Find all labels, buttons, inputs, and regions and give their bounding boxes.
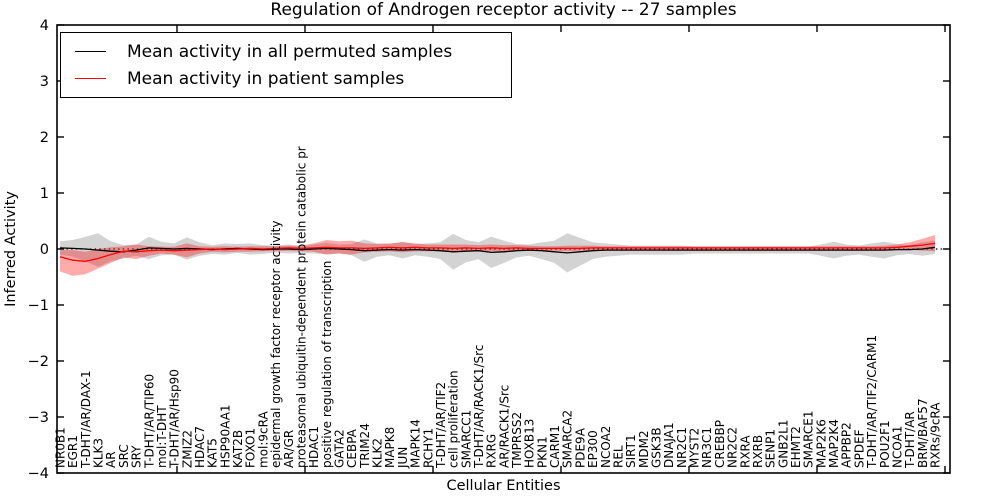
- x-tick-label: MAP2K6: [814, 419, 828, 468]
- x-tick-label: epidermal growth factor receptor activit…: [269, 221, 283, 468]
- x-tick-label: MAPK8: [383, 427, 397, 468]
- x-tick-label: mol:9cRA: [256, 411, 270, 468]
- y-tick-label: −2: [28, 354, 49, 370]
- x-tick-label: KAT2B: [231, 430, 245, 468]
- x-tick-label: T-DHT/AR/TIF2/CARM1: [865, 335, 879, 469]
- y-tick-label: −3: [28, 410, 49, 426]
- legend-label-permuted: Mean activity in all permuted samples: [127, 41, 453, 62]
- x-tick-label: GATA2: [333, 429, 347, 468]
- x-tick-label: SRC: [117, 444, 131, 468]
- x-tick-label: NR2C2: [726, 427, 740, 468]
- y-tick-label: 1: [40, 186, 49, 202]
- y-tick-label: 2: [40, 130, 49, 146]
- legend-line-patient-icon: [75, 78, 106, 79]
- y-tick-label: 4: [40, 18, 49, 34]
- legend-item-patient: Mean activity in patient samples: [75, 65, 511, 92]
- x-tick-label: T-DHT/AR: [903, 411, 917, 469]
- x-tick-label: EGR1: [66, 435, 80, 468]
- x-tick-label: MYST2: [688, 428, 702, 468]
- y-axis-label: Inferred Activity: [3, 191, 19, 307]
- x-tick-label: FOXO1: [244, 428, 258, 468]
- legend-label-patient: Mean activity in patient samples: [127, 68, 405, 89]
- x-tick-label: GNB2L1: [776, 420, 790, 468]
- x-axis-label: Cellular Entities: [446, 478, 561, 494]
- x-tick-label: DNAJA1: [662, 422, 676, 468]
- x-tick-label: MAPK14: [409, 419, 423, 468]
- x-tick-label: RXRG: [485, 434, 499, 468]
- x-tick-label: CARM1: [548, 425, 562, 468]
- x-tick-label: SRY: [130, 445, 144, 468]
- x-tick-label: HDAC1: [307, 426, 321, 468]
- x-tick-label: CREBBP: [713, 420, 727, 468]
- x-tick-label: MAP2K4: [827, 419, 841, 468]
- x-tick-label: SMARCC1: [459, 410, 473, 468]
- x-tick-label: SIRT1: [624, 434, 638, 468]
- x-tick-label: RCHY1: [421, 428, 435, 468]
- y-tick-label: 3: [40, 74, 49, 90]
- x-tick-label: RXRs/9cRA: [929, 402, 943, 468]
- x-tick-label: KLK2: [371, 438, 385, 468]
- x-tick-label: T-DHT/AR/RACK1/Src: [472, 345, 486, 469]
- series-line-1: [59, 242, 936, 262]
- x-tick-label: AR/GR: [282, 430, 296, 468]
- x-tick-label: RXRA: [738, 435, 752, 468]
- x-tick-label: PKN1: [535, 436, 549, 468]
- x-tick-label: cell proliferation: [447, 370, 461, 468]
- legend-item-permuted: Mean activity in all permuted samples: [75, 38, 511, 65]
- x-tick-label: ZMIZ2: [180, 430, 194, 468]
- x-tick-label: TRIM24: [358, 423, 372, 469]
- x-tick-label: SMARCA2: [561, 410, 575, 468]
- x-tick-label: positive regulation of transcription: [320, 261, 334, 468]
- legend: Mean activity in all permuted samples Me…: [60, 32, 512, 98]
- y-tick-label: −1: [28, 298, 49, 314]
- x-tick-label: AR/RACK1/Src: [497, 385, 511, 468]
- x-tick-label: KAT5: [206, 438, 220, 468]
- x-tick-label: TMPRSS2: [510, 412, 524, 469]
- x-tick-label: T-DHT/AR/DAX-1: [79, 370, 93, 469]
- x-tick-label: SPDEF: [852, 429, 866, 468]
- confidence-band-0: [60, 233, 935, 273]
- x-tick-label: EP300: [586, 430, 600, 468]
- x-tick-label: POU2F1: [878, 420, 892, 468]
- x-tick-label: REL: [612, 445, 626, 468]
- y-tick-label: 0: [40, 242, 49, 258]
- x-tick-label: T-DHT/AR/TIF2: [434, 382, 448, 469]
- x-tick-label: MDM2: [637, 430, 651, 468]
- x-tick-label: PDE9A: [573, 427, 587, 468]
- x-tick-label: SMARCE1: [802, 410, 816, 468]
- x-tick-label: GSK3B: [650, 427, 664, 468]
- x-tick-label: SENP1: [764, 429, 778, 468]
- x-tick-label: NR0B1: [54, 427, 68, 468]
- x-tick-label: T-DHT/AR/Hsp90: [168, 369, 182, 469]
- x-tick-label: NR2C1: [675, 427, 689, 468]
- x-tick-label: CEBPA: [345, 428, 359, 468]
- y-tick-label: −4: [28, 466, 49, 482]
- x-tick-label: APPBP2: [840, 422, 854, 468]
- x-tick-label: NCOA2: [599, 426, 613, 468]
- chart-title: Regulation of Androgen receptor activity…: [270, 0, 737, 20]
- x-tick-label: JUN: [396, 447, 410, 469]
- x-tick-label: HDAC7: [193, 426, 207, 468]
- x-tick-label: mol:T-DHT: [155, 405, 169, 468]
- x-tick-label: HOXB13: [523, 419, 537, 468]
- x-tick-label: proteasomal ubiquitin-dependent protein …: [294, 146, 308, 468]
- x-tick-label: AR: [104, 451, 118, 468]
- x-tick-label: HSP90AA1: [218, 404, 232, 468]
- x-tick-label: RXRB: [751, 435, 765, 468]
- x-tick-label: T-DHT/AR/TIP60: [142, 374, 156, 469]
- x-tick-label: NR3C1: [700, 427, 714, 468]
- x-tick-label: NCOA1: [891, 426, 905, 468]
- legend-line-permuted-icon: [75, 51, 106, 52]
- x-tick-label: KLK3: [92, 438, 106, 468]
- x-tick-label: BRM/BAF57: [916, 398, 930, 468]
- x-tick-label: EHMT2: [789, 426, 803, 468]
